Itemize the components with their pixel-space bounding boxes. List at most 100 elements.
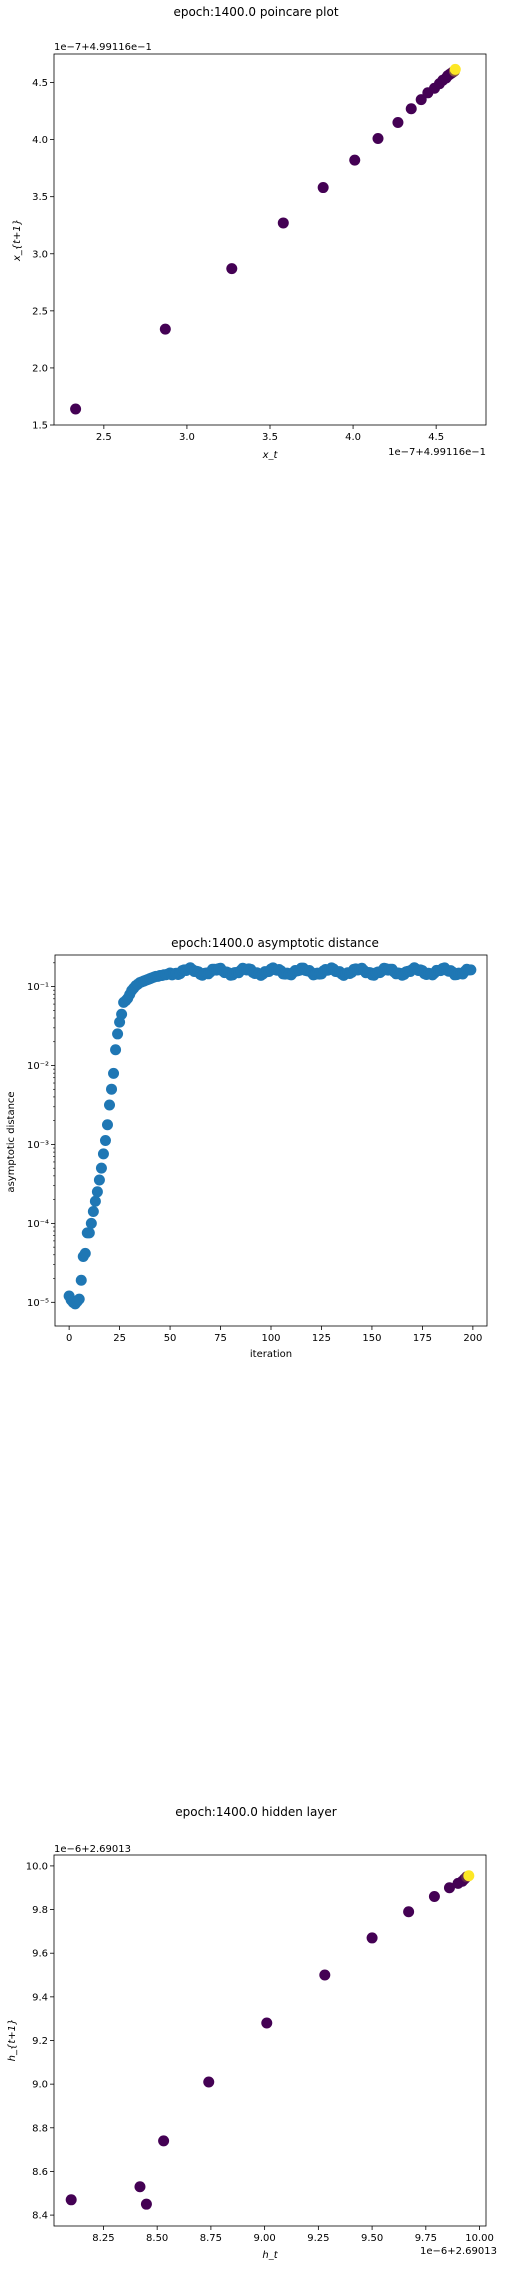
data-point	[367, 1932, 378, 1943]
data-point	[88, 1206, 99, 1217]
x-tick-label: 8.25	[92, 2233, 114, 2244]
y-tick-label: 9.6	[32, 1949, 48, 1960]
axes-frame	[54, 1855, 486, 2226]
y-tick-label: 10⁻⁴	[27, 1219, 49, 1230]
x-tick-label: 9.00	[253, 2233, 275, 2244]
y-tick-label: 8.8	[32, 2123, 48, 2134]
data-point	[465, 964, 476, 975]
y-axis-label: h_{t+1}	[7, 2019, 18, 2062]
axes-frame	[54, 54, 486, 425]
y-tick-label: 3.0	[32, 249, 48, 260]
data-point	[134, 2181, 145, 2192]
poincare-figure: epoch:1400.0 poincare plot 1e−7+4.99116e…	[0, 0, 511, 460]
chart-title: epoch:1400.0 hidden layer	[175, 1805, 337, 1819]
x-tick-label: 2.5	[96, 432, 112, 443]
x-ticks: 2.5 3.0 3.5 4.0 4.5	[96, 425, 444, 443]
data-point	[94, 1174, 105, 1185]
plot-area: 2.5 3.0 3.5 4.0 4.5 1.5 2.0 2.5 3.0 3.5 4.0 4.5	[32, 54, 486, 443]
y-tick-label: 10⁻³	[27, 1140, 49, 1151]
x-tick-label: 9.50	[361, 2233, 383, 2244]
data-point	[429, 1891, 440, 1902]
y-tick-label: 3.5	[32, 192, 48, 203]
y-ticks: 10⁻⁵ 10⁻⁴ 10⁻³ 10⁻² 10⁻¹	[27, 963, 55, 1309]
x-tick-label: 50	[164, 1333, 177, 1344]
data-point	[349, 155, 360, 166]
data-point	[90, 1196, 101, 1207]
x-axis-label: h_t	[262, 2250, 278, 2260]
y-tick-label: 4.5	[32, 78, 48, 89]
data-point	[66, 2194, 77, 2205]
data-point	[80, 1248, 91, 1259]
data-point	[160, 324, 171, 335]
y-tick-label: 10⁻⁵	[27, 1298, 49, 1309]
x-tick-label: 3.5	[262, 432, 278, 443]
y-tick-label: 1.5	[32, 421, 48, 432]
x-tick-label: 25	[113, 1333, 126, 1344]
data-point	[403, 1906, 414, 1917]
data-point	[261, 2018, 272, 2029]
data-point	[112, 1028, 123, 1039]
x-tick-label: 9.75	[415, 2233, 437, 2244]
scatter-points	[66, 1870, 475, 2209]
y-tick-label: 8.4	[32, 2211, 48, 2222]
plot-area: 0 25 50 75 100 125 150 175 200 10⁻⁵10⁻⁴10⁻³10⁻²1…	[27, 955, 487, 1344]
data-point	[319, 1970, 330, 1981]
x-tick-label: 150	[362, 1333, 381, 1344]
x-tick-label: 4.5	[428, 432, 444, 443]
y-tick-label: 9.4	[32, 1992, 48, 2003]
data-point	[406, 103, 417, 114]
x-offset-text: 1e−6+2.69013	[420, 2246, 497, 2257]
x-axis-label: iteration	[250, 1349, 292, 1360]
y-axis-label: asymptotic distance	[6, 1091, 17, 1192]
data-point	[158, 2135, 169, 2146]
data-point	[92, 1186, 103, 1197]
data-point	[98, 1148, 109, 1159]
data-point	[106, 1084, 117, 1095]
data-point	[463, 1870, 474, 1881]
data-point	[110, 1044, 121, 1055]
y-tick-label: 4.0	[32, 135, 48, 146]
data-point	[104, 1099, 115, 1110]
hidden-layer-figure: epoch:1400.0 hidden layer 1e−6+2.69013 8…	[0, 1790, 511, 2260]
data-point	[84, 1227, 95, 1238]
data-point	[373, 133, 384, 144]
y-ticks: 8.48.68.89.09.29.49.69.810.0	[26, 1861, 54, 2221]
data-point	[74, 1294, 85, 1305]
x-tick-label: 175	[413, 1333, 432, 1344]
y-tick-label: 10⁻¹	[27, 982, 49, 993]
data-point	[226, 263, 237, 274]
data-point	[450, 64, 461, 75]
data-point	[100, 1135, 111, 1146]
data-point	[86, 1218, 97, 1229]
chart-title: epoch:1400.0 asymptotic distance	[171, 936, 379, 950]
data-point	[102, 1119, 113, 1130]
x-tick-label: 75	[214, 1333, 227, 1344]
data-point	[76, 1275, 87, 1286]
chart-title: epoch:1400.0 poincare plot	[173, 5, 338, 19]
data-point	[141, 2199, 152, 2210]
x-tick-label: 8.75	[200, 2233, 222, 2244]
y-tick-label: 2.5	[32, 306, 48, 317]
x-tick-label: 125	[312, 1333, 331, 1344]
x-tick-label: 0	[66, 1333, 72, 1344]
x-tick-label: 200	[463, 1333, 482, 1344]
x-ticks: 0 25 50 75 100 125 150 175 200	[66, 1326, 482, 1344]
x-tick-label: 100	[261, 1333, 280, 1344]
y-ticks: 1.5 2.0 2.5 3.0 3.5 4.0 4.5	[32, 78, 54, 431]
data-point	[318, 182, 329, 193]
data-point	[108, 1068, 119, 1079]
data-point	[70, 404, 81, 415]
x-tick-label: 10.00	[465, 2233, 494, 2244]
x-tick-label: 4.0	[345, 432, 361, 443]
y-tick-label: 2.0	[32, 363, 48, 374]
x-tick-label: 8.50	[146, 2233, 168, 2244]
asymptotic-distance-figure: epoch:1400.0 asymptotic distance 0 25 50 75…	[0, 920, 511, 1380]
y-tick-label: 9.0	[32, 2080, 48, 2091]
scatter-points	[70, 64, 461, 415]
x-offset-text: 1e−7+4.99116e−1	[388, 447, 486, 458]
data-point	[96, 1163, 107, 1174]
y-tick-label: 9.8	[32, 1905, 48, 1916]
data-point	[278, 217, 289, 228]
y-tick-label: 10.0	[26, 1861, 48, 1872]
y-tick-label: 10⁻²	[27, 1061, 49, 1072]
